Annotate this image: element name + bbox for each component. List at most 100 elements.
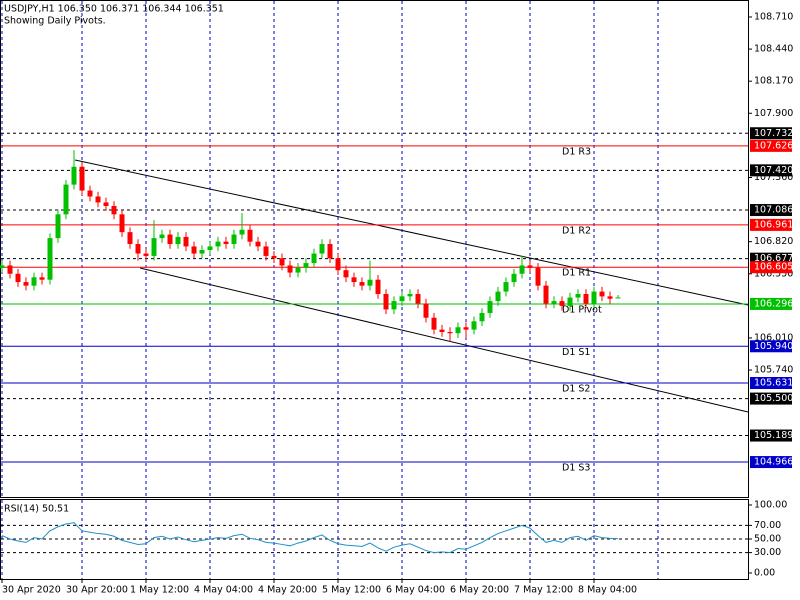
candle-body xyxy=(351,277,357,283)
candle-body xyxy=(343,270,349,278)
candle-body xyxy=(527,265,533,268)
candle-body xyxy=(0,265,5,268)
pivot-name: D1 Pivot xyxy=(562,304,602,315)
chart-subtitle: Showing Daily Pivots. xyxy=(4,16,106,27)
candle-body xyxy=(319,244,325,254)
x-tick-label: 7 May 12:00 xyxy=(514,585,573,596)
pivot-name: D1 S3 xyxy=(562,463,590,474)
y-tick-label: 106.820 xyxy=(754,236,793,247)
candle-body xyxy=(71,166,77,185)
x-tick-label: 4 May 20:00 xyxy=(258,585,317,596)
candle-body xyxy=(599,291,605,297)
x-tick-label: 1 May 12:00 xyxy=(130,585,189,596)
x-tick-label: 5 May 12:00 xyxy=(322,585,381,596)
candle-body xyxy=(183,236,189,247)
y-tick-label: 106.010 xyxy=(754,332,793,343)
candle-body xyxy=(191,246,197,254)
pivot-label: 105.631 xyxy=(754,378,793,389)
level-label: 105.189 xyxy=(754,430,793,441)
y-tick-label: 30.00 xyxy=(754,547,781,558)
channel-upper xyxy=(74,159,749,306)
pivot-box xyxy=(750,139,792,152)
y-tick-label: 0.00 xyxy=(754,568,775,579)
candle-body xyxy=(407,293,413,297)
candle-body xyxy=(263,246,269,256)
pivot-name: D1 S2 xyxy=(562,384,590,395)
level-label: 105.500 xyxy=(754,393,793,404)
level-box xyxy=(750,127,792,140)
pivot-box xyxy=(750,218,792,231)
candle-body xyxy=(87,190,93,197)
candle-body xyxy=(79,166,85,191)
candle-body xyxy=(463,327,469,330)
channel-lower xyxy=(139,267,749,413)
candle-body xyxy=(135,244,141,254)
candle-body xyxy=(95,196,101,203)
y-tick-label: 50.00 xyxy=(754,534,781,545)
candle-body xyxy=(591,291,597,304)
pivot-box xyxy=(750,456,792,469)
candle-body xyxy=(103,202,109,207)
candle-body xyxy=(391,301,397,310)
x-tick-label: 30 Apr 2020 xyxy=(2,585,61,596)
y-tick-label: 108.440 xyxy=(754,44,793,55)
candle-body xyxy=(271,255,277,259)
level-label: 107.732 xyxy=(754,128,793,139)
candle-body xyxy=(431,317,437,330)
candle-body xyxy=(279,258,285,266)
candle-body xyxy=(223,241,229,245)
candle-body xyxy=(199,249,205,254)
candle-body xyxy=(583,293,589,304)
candle-body xyxy=(367,279,373,286)
y-tick-label: 108.710 xyxy=(754,11,793,22)
pivot-name: D1 R2 xyxy=(562,225,591,236)
candle-body xyxy=(575,293,581,298)
level-box xyxy=(750,392,792,405)
level-label: 107.086 xyxy=(754,205,793,216)
candle-body xyxy=(39,277,45,280)
candle-body xyxy=(415,293,421,304)
candle-body xyxy=(519,265,525,274)
candle-body xyxy=(383,293,389,310)
pivot-label: 107.626 xyxy=(754,140,793,151)
candle-body xyxy=(423,303,429,318)
pivot-label: 106.961 xyxy=(754,219,793,230)
y-tick-label: 70.00 xyxy=(754,520,781,531)
chart-title: USDJPY,H1 106.350 106.371 106.344 106.35… xyxy=(4,4,224,15)
candle-body xyxy=(143,253,149,256)
candle-body xyxy=(543,285,549,304)
candle-body xyxy=(439,329,445,333)
rsi-title: RSI(14) 50.51 xyxy=(4,504,69,515)
candle-body xyxy=(487,301,493,313)
candle-body xyxy=(375,279,381,294)
candle-body xyxy=(447,332,453,334)
candle-body xyxy=(239,229,245,235)
y-tick-label: 105.740 xyxy=(754,365,793,376)
y-tick-label: 100.00 xyxy=(754,499,787,510)
x-tick-label: 8 May 04:00 xyxy=(578,585,637,596)
x-tick-label: 30 Apr 20:00 xyxy=(66,585,128,596)
rsi-line xyxy=(1,522,619,554)
y-tick-label: 108.170 xyxy=(754,76,793,87)
pivot-name: D1 R1 xyxy=(562,268,591,279)
y-tick-label: 106.550 xyxy=(754,268,793,279)
level-label: 106.677 xyxy=(754,253,793,264)
candle-body xyxy=(159,234,165,239)
candle-body xyxy=(615,297,621,299)
candle-body xyxy=(63,184,69,215)
candle-body xyxy=(247,229,253,242)
pivot-label: 104.966 xyxy=(754,457,793,468)
pivot-label: 106.605 xyxy=(754,262,793,273)
y-tick-label: 107.900 xyxy=(754,108,793,119)
candle-body xyxy=(55,214,61,239)
candle-body xyxy=(303,263,309,268)
candle-body xyxy=(207,246,213,250)
pivot-name: D1 S1 xyxy=(562,347,590,358)
level-box xyxy=(750,429,792,442)
price-panel xyxy=(0,0,749,498)
candle-body xyxy=(175,236,181,245)
candle-body xyxy=(551,301,557,304)
candle-body xyxy=(511,273,517,283)
candle-body xyxy=(47,238,53,280)
